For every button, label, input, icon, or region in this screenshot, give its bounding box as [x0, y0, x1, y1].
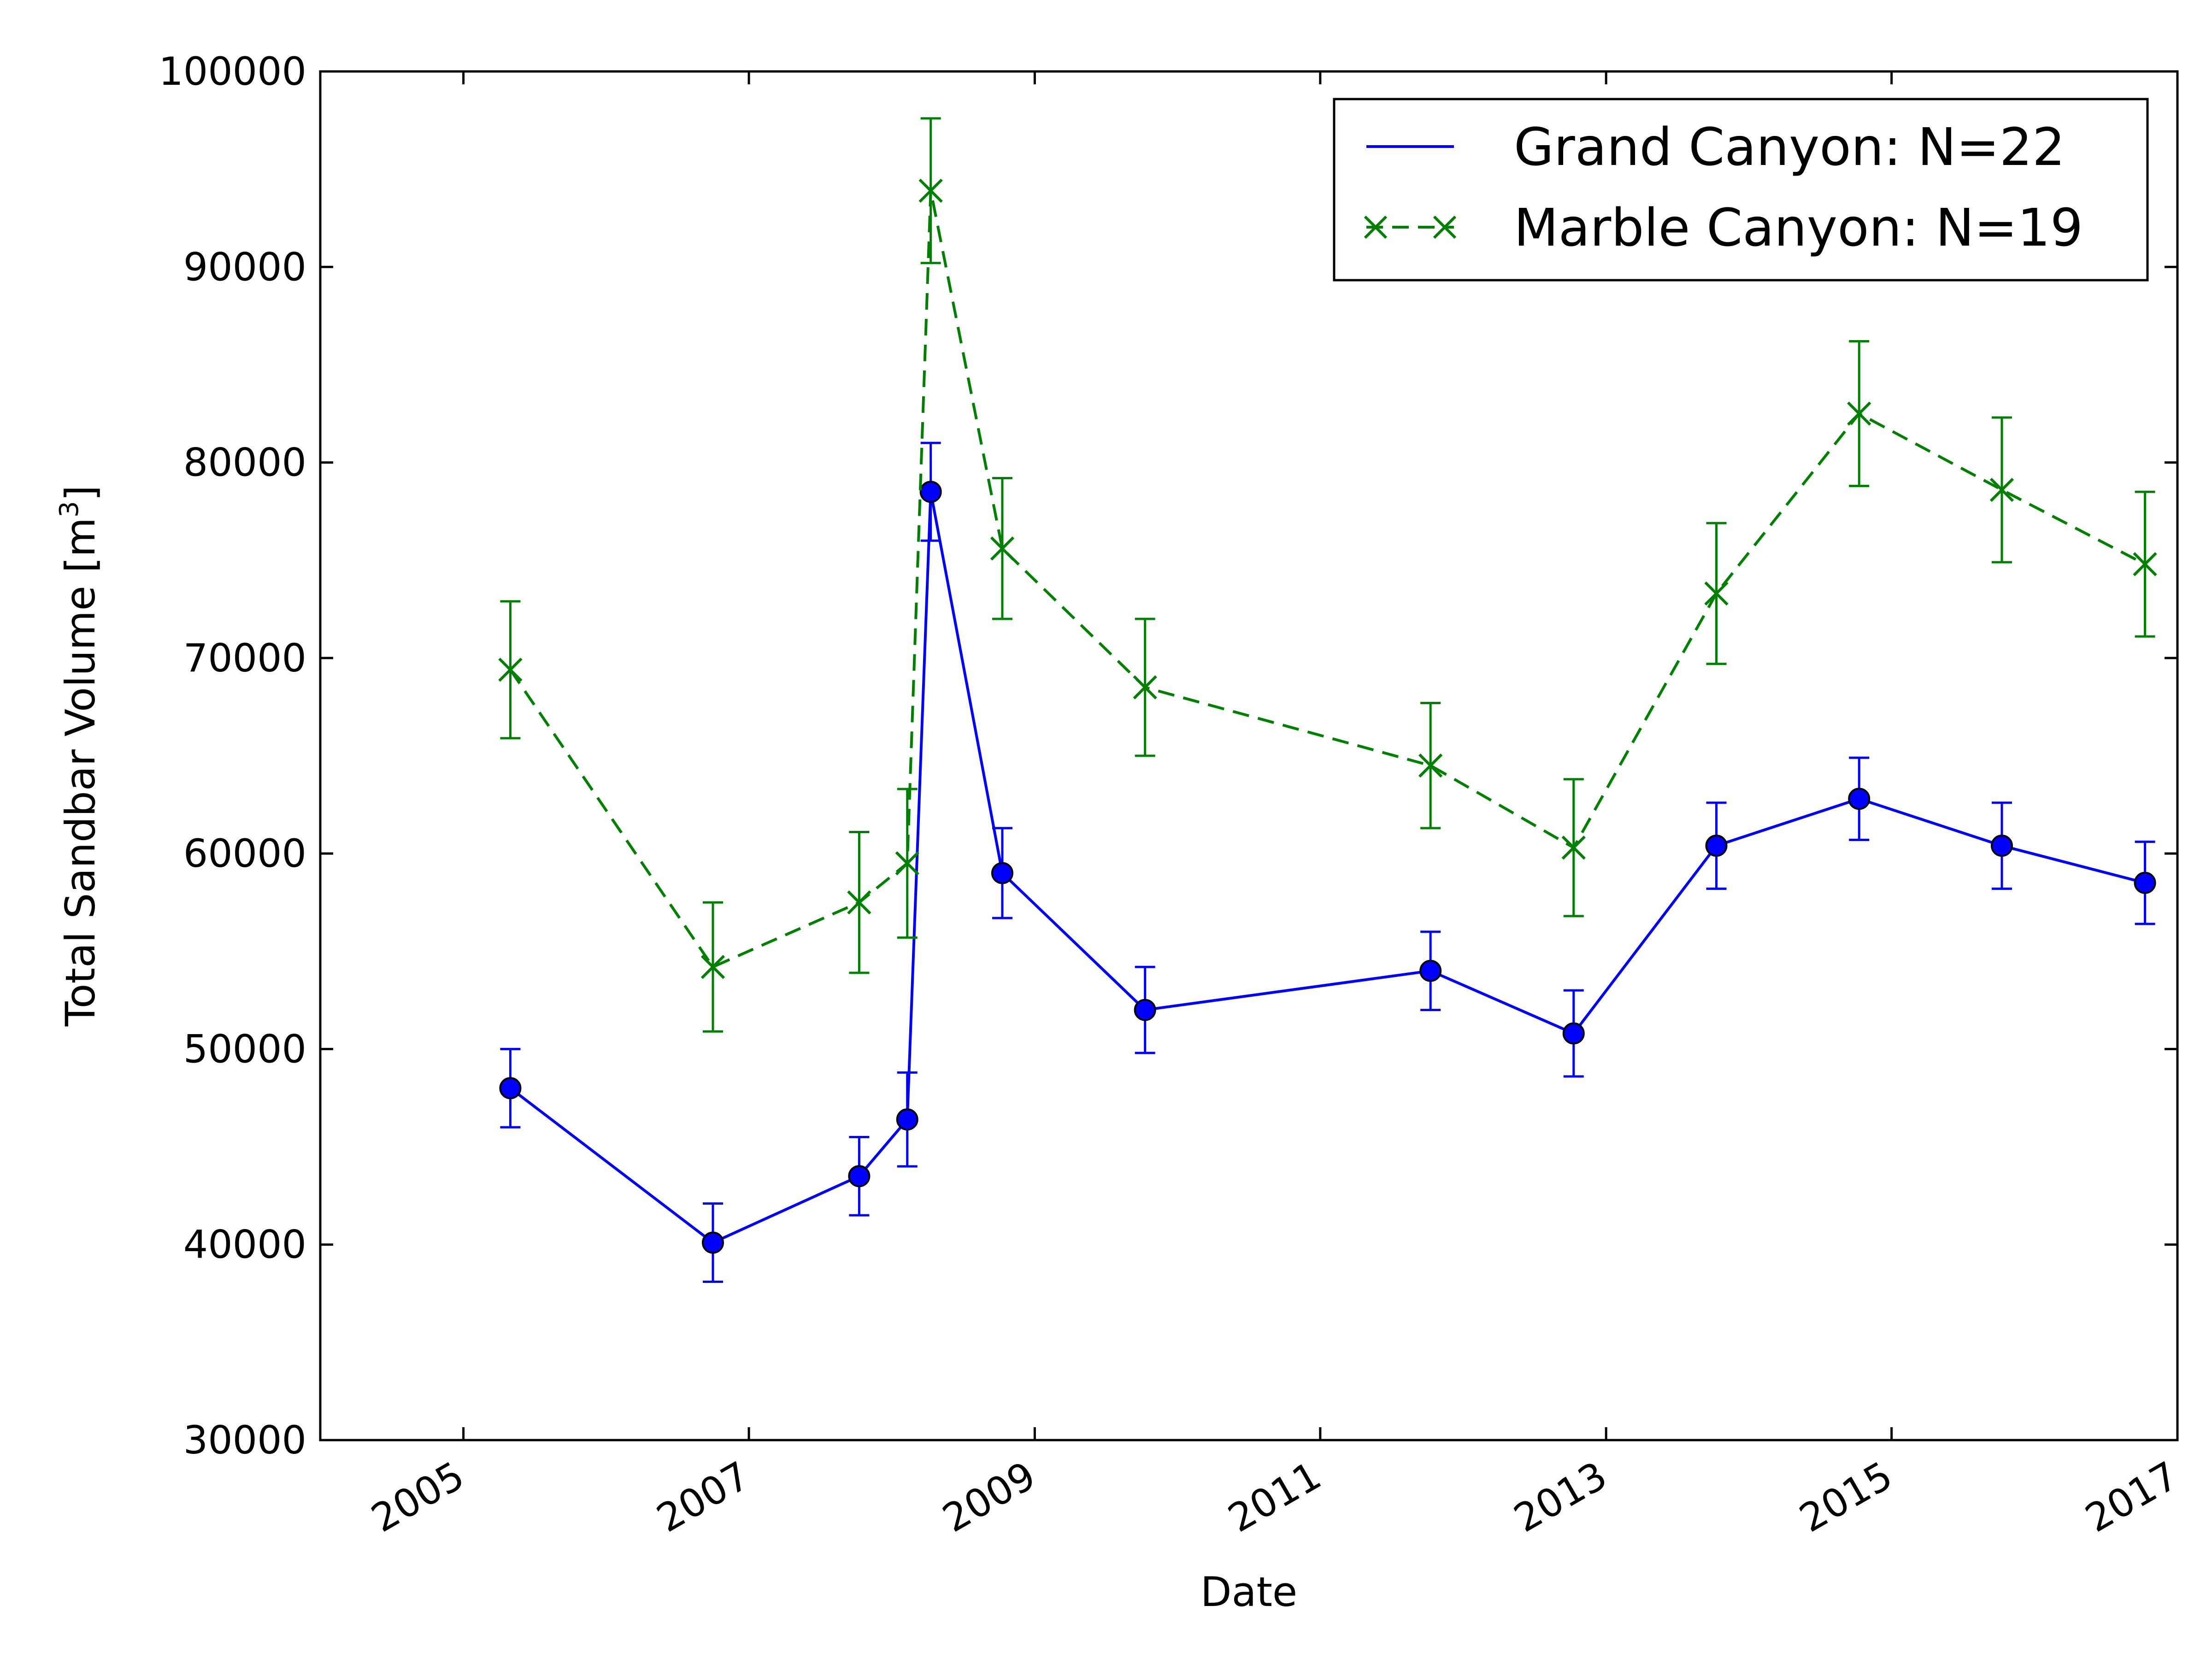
- legend-label-marble-canyon: Marble Canyon: N=19: [1514, 198, 2083, 258]
- data-point-marble-canyon: [1989, 477, 2014, 502]
- data-point-marble-canyon: [1847, 401, 1871, 426]
- y-tick-label: 30000: [183, 1418, 306, 1463]
- data-point-marble-canyon: [895, 851, 919, 876]
- x-axis-label: Date: [1200, 1568, 1297, 1616]
- data-point-marble-canyon: [700, 955, 725, 979]
- data-point-marble-canyon: [847, 890, 871, 915]
- legend-marker-marble-canyon-left: [1364, 215, 1388, 239]
- data-point-grand-canyon: [1705, 835, 1728, 857]
- data-point-marble-canyon: [1561, 835, 1586, 860]
- y-axis-label-text: Total Sandbar Volume [m: [57, 518, 104, 1027]
- y-axis-label-suffix: ]: [57, 485, 104, 501]
- data-point-marble-canyon: [2133, 552, 2157, 577]
- legend: Grand Canyon: N=22 Marble Canyon: N=19: [1333, 98, 2149, 282]
- data-point-grand-canyon: [1134, 999, 1156, 1021]
- data-point-grand-canyon: [1562, 1022, 1585, 1045]
- y-tick-label: 50000: [183, 1026, 306, 1071]
- y-tick-label: 100000: [159, 49, 306, 94]
- data-point-grand-canyon: [896, 1108, 918, 1131]
- data-point-marble-canyon: [1418, 753, 1443, 778]
- legend-label-grand-canyon: Grand Canyon: N=22: [1514, 118, 2065, 177]
- y-tick-label: 40000: [183, 1222, 306, 1267]
- y-tick-label: 60000: [183, 831, 306, 876]
- data-point-grand-canyon: [1848, 788, 1871, 810]
- data-point-grand-canyon: [919, 481, 942, 503]
- data-point-grand-canyon: [1419, 959, 1442, 982]
- data-point-grand-canyon: [499, 1077, 522, 1100]
- data-point-grand-canyon: [2134, 871, 2156, 894]
- data-point-marble-canyon: [1704, 581, 1729, 606]
- legend-marker-marble-canyon-right: [1433, 215, 1457, 239]
- data-point-marble-canyon: [498, 658, 523, 682]
- plot-area: [498, 117, 2157, 1283]
- y-tick-label: 70000: [183, 635, 306, 681]
- data-point-grand-canyon: [701, 1231, 724, 1254]
- y-tick-label: 80000: [183, 440, 306, 485]
- y-axis-label: Total Sandbar Volume [m3]: [54, 485, 104, 1027]
- y-tick-label: 90000: [183, 244, 306, 289]
- data-point-marble-canyon: [990, 536, 1015, 561]
- data-point-grand-canyon: [1990, 835, 2013, 857]
- data-point-grand-canyon: [848, 1165, 871, 1188]
- data-point-grand-canyon: [991, 862, 1013, 884]
- y-axis-label-superscript: 3: [54, 501, 84, 518]
- data-point-marble-canyon: [1133, 675, 1157, 700]
- legend-frame: [1333, 98, 2149, 282]
- plot-frame: [319, 70, 2179, 1441]
- series-grand-canyon: [499, 441, 2156, 1283]
- series-marble-canyon: [498, 117, 2157, 1033]
- data-point-marble-canyon: [918, 178, 943, 203]
